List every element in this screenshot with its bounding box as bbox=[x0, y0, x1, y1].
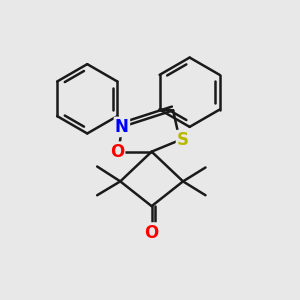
Text: S: S bbox=[177, 131, 189, 149]
Text: O: O bbox=[145, 224, 159, 242]
Text: N: N bbox=[115, 118, 129, 136]
Text: O: O bbox=[110, 143, 124, 161]
